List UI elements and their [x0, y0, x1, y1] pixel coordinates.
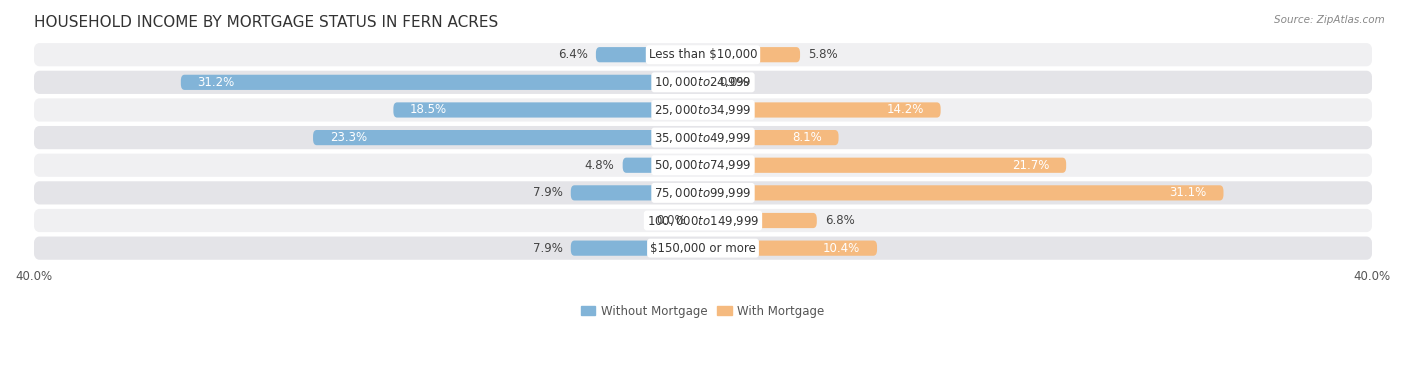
- FancyBboxPatch shape: [181, 75, 703, 90]
- FancyBboxPatch shape: [703, 158, 1066, 173]
- FancyBboxPatch shape: [623, 158, 703, 173]
- FancyBboxPatch shape: [703, 213, 817, 228]
- Text: 4.8%: 4.8%: [585, 159, 614, 172]
- FancyBboxPatch shape: [703, 130, 838, 145]
- Text: $25,000 to $34,999: $25,000 to $34,999: [654, 103, 752, 117]
- Text: 6.4%: 6.4%: [558, 48, 588, 61]
- FancyBboxPatch shape: [571, 240, 703, 256]
- Text: 18.5%: 18.5%: [411, 104, 447, 116]
- FancyBboxPatch shape: [596, 47, 703, 62]
- Text: 14.2%: 14.2%: [887, 104, 924, 116]
- Text: 23.3%: 23.3%: [330, 131, 367, 144]
- FancyBboxPatch shape: [34, 126, 1372, 149]
- Text: $35,000 to $49,999: $35,000 to $49,999: [654, 131, 752, 145]
- Text: 5.8%: 5.8%: [808, 48, 838, 61]
- FancyBboxPatch shape: [703, 240, 877, 256]
- Text: 10.4%: 10.4%: [823, 242, 860, 255]
- FancyBboxPatch shape: [34, 71, 1372, 94]
- Text: 7.9%: 7.9%: [533, 242, 562, 255]
- Text: HOUSEHOLD INCOME BY MORTGAGE STATUS IN FERN ACRES: HOUSEHOLD INCOME BY MORTGAGE STATUS IN F…: [34, 15, 498, 30]
- FancyBboxPatch shape: [314, 130, 703, 145]
- Text: $50,000 to $74,999: $50,000 to $74,999: [654, 158, 752, 172]
- Text: $150,000 or more: $150,000 or more: [650, 242, 756, 255]
- Text: 0.0%: 0.0%: [657, 214, 686, 227]
- Legend: Without Mortgage, With Mortgage: Without Mortgage, With Mortgage: [576, 300, 830, 322]
- Text: 0.0%: 0.0%: [720, 76, 749, 89]
- Text: $10,000 to $24,999: $10,000 to $24,999: [654, 75, 752, 89]
- Text: 7.9%: 7.9%: [533, 186, 562, 199]
- FancyBboxPatch shape: [394, 102, 703, 118]
- Text: $100,000 to $149,999: $100,000 to $149,999: [647, 214, 759, 228]
- FancyBboxPatch shape: [34, 237, 1372, 260]
- FancyBboxPatch shape: [703, 47, 800, 62]
- FancyBboxPatch shape: [34, 98, 1372, 122]
- FancyBboxPatch shape: [34, 181, 1372, 204]
- FancyBboxPatch shape: [34, 43, 1372, 66]
- Text: 31.2%: 31.2%: [198, 76, 235, 89]
- FancyBboxPatch shape: [34, 153, 1372, 177]
- FancyBboxPatch shape: [571, 185, 703, 200]
- Text: Source: ZipAtlas.com: Source: ZipAtlas.com: [1274, 15, 1385, 25]
- Text: 6.8%: 6.8%: [825, 214, 855, 227]
- FancyBboxPatch shape: [703, 102, 941, 118]
- Text: Less than $10,000: Less than $10,000: [648, 48, 758, 61]
- Text: 21.7%: 21.7%: [1012, 159, 1049, 172]
- FancyBboxPatch shape: [703, 185, 1223, 200]
- FancyBboxPatch shape: [34, 209, 1372, 232]
- Text: 31.1%: 31.1%: [1170, 186, 1206, 199]
- Text: $75,000 to $99,999: $75,000 to $99,999: [654, 186, 752, 200]
- Text: 8.1%: 8.1%: [792, 131, 823, 144]
